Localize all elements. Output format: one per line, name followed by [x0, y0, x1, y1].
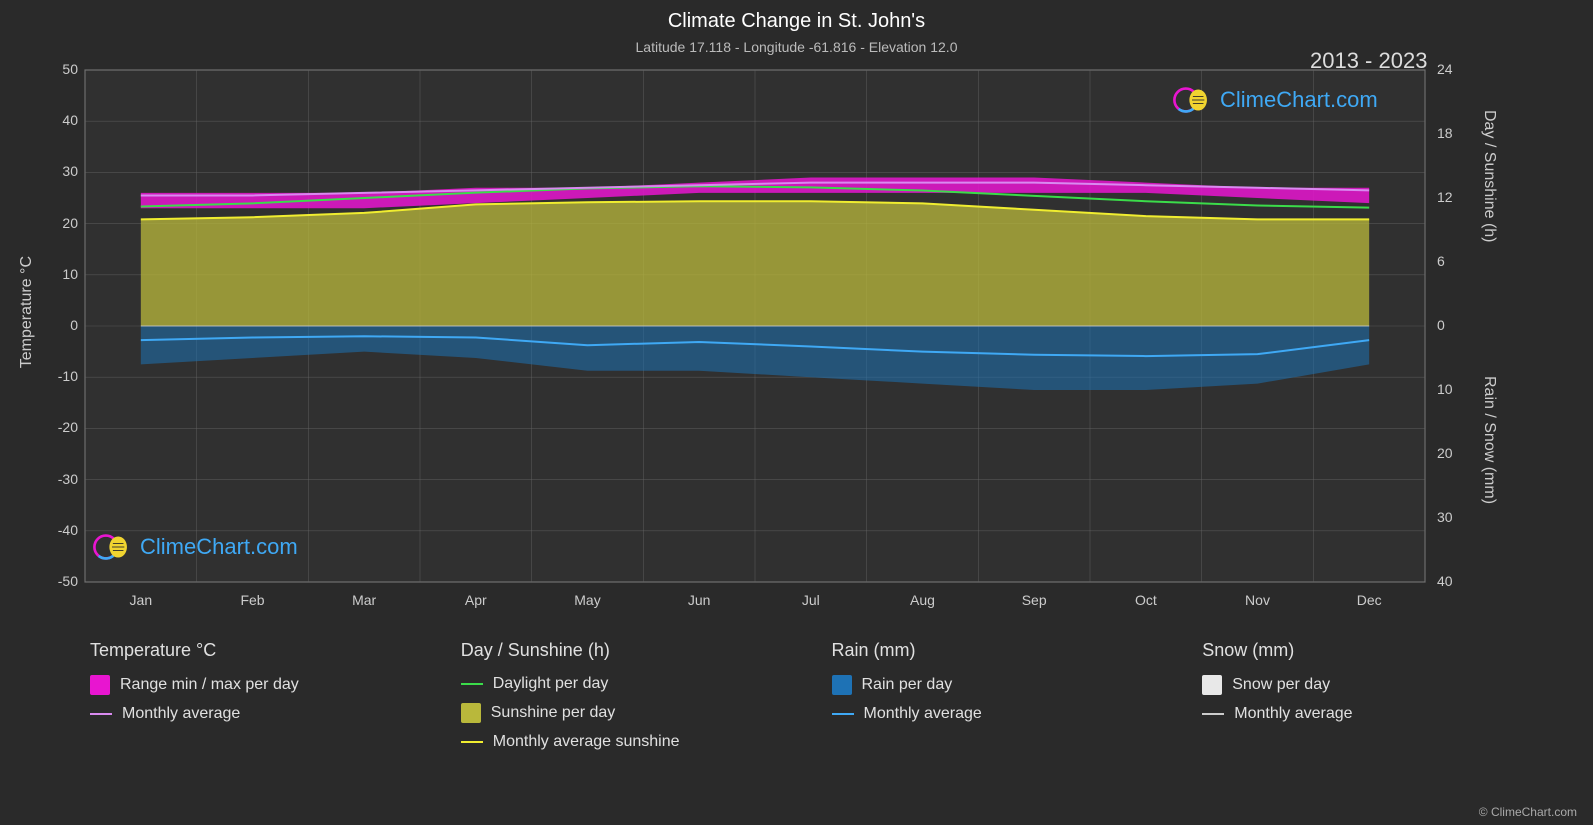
legend-label: Range min / max per day — [120, 676, 299, 694]
x-tick: Feb — [240, 592, 264, 608]
y2b-tick: 40 — [1437, 573, 1453, 589]
y1-tick: 10 — [40, 266, 78, 282]
y1-tick: 50 — [40, 61, 78, 77]
swatch-icon — [461, 741, 483, 743]
x-tick: Sep — [1022, 592, 1047, 608]
legend-item: Sunshine per day — [461, 703, 812, 723]
legend-item: Monthly average — [832, 705, 1183, 723]
legend-col-snow: Snow (mm) Snow per day Monthly average — [1202, 640, 1553, 751]
y1-axis-label: Temperature °C — [18, 256, 36, 368]
y2a-axis-label: Day / Sunshine (h) — [1480, 110, 1498, 243]
swatch-icon — [461, 683, 483, 685]
swatch-icon — [90, 713, 112, 715]
x-tick: May — [574, 592, 600, 608]
y1-tick: 40 — [40, 112, 78, 128]
y2a-tick: 12 — [1437, 189, 1453, 205]
x-tick: Jan — [130, 592, 153, 608]
swatch-icon — [1202, 713, 1224, 715]
legend-col-rain: Rain (mm) Rain per day Monthly average — [832, 640, 1183, 751]
x-tick: Nov — [1245, 592, 1270, 608]
y1-tick: 0 — [40, 317, 78, 333]
y2b-axis-label: Rain / Snow (mm) — [1480, 376, 1498, 504]
y1-tick: -10 — [40, 368, 78, 384]
legend-label: Monthly average — [864, 705, 982, 723]
swatch-icon — [832, 675, 852, 695]
swatch-icon — [1202, 675, 1222, 695]
watermark: ClimeChart.com — [1170, 78, 1378, 122]
legend-item: Range min / max per day — [90, 675, 441, 695]
legend-label: Monthly average — [122, 705, 240, 723]
watermark: ClimeChart.com — [90, 525, 298, 569]
x-tick: Jun — [688, 592, 711, 608]
watermark-brand: ClimeChart.com — [140, 534, 298, 560]
y2b-tick: 30 — [1437, 509, 1453, 525]
legend-label: Snow per day — [1232, 676, 1330, 694]
legend-item: Monthly average sunshine — [461, 733, 812, 751]
y1-tick: -30 — [40, 471, 78, 487]
legend-head: Snow (mm) — [1202, 640, 1553, 661]
y2a-tick: 0 — [1437, 317, 1445, 333]
legend-item: Monthly average — [90, 705, 441, 723]
y2b-tick: 10 — [1437, 381, 1453, 397]
x-tick: Dec — [1357, 592, 1382, 608]
legend-label: Daylight per day — [493, 675, 609, 693]
legend-label: Sunshine per day — [491, 704, 616, 722]
watermark-brand: ClimeChart.com — [1220, 87, 1378, 113]
legend-item: Rain per day — [832, 675, 1183, 695]
legend-label: Rain per day — [862, 676, 953, 694]
swatch-icon — [90, 675, 110, 695]
legend-label: Monthly average sunshine — [493, 733, 680, 751]
y1-tick: -50 — [40, 573, 78, 589]
legend-item: Daylight per day — [461, 675, 812, 693]
x-tick: Aug — [910, 592, 935, 608]
x-tick: Apr — [465, 592, 487, 608]
legend-item: Monthly average — [1202, 705, 1553, 723]
y1-tick: 30 — [40, 163, 78, 179]
legend-item: Snow per day — [1202, 675, 1553, 695]
legend-head: Temperature °C — [90, 640, 441, 661]
swatch-icon — [461, 703, 481, 723]
y1-tick: 20 — [40, 215, 78, 231]
y2b-tick: 20 — [1437, 445, 1453, 461]
swatch-icon — [832, 713, 854, 715]
y1-tick: -20 — [40, 419, 78, 435]
x-tick: Mar — [352, 592, 376, 608]
y2a-tick: 18 — [1437, 125, 1453, 141]
legend-col-day: Day / Sunshine (h) Daylight per day Suns… — [461, 640, 812, 751]
legend-head: Rain (mm) — [832, 640, 1183, 661]
y1-tick: -40 — [40, 522, 78, 538]
legend-label: Monthly average — [1234, 705, 1352, 723]
chart-container: Climate Change in St. John's Latitude 17… — [0, 0, 1593, 825]
x-tick: Jul — [802, 592, 820, 608]
y2a-tick: 24 — [1437, 61, 1453, 77]
legend: Temperature °C Range min / max per day M… — [90, 640, 1553, 751]
x-tick: Oct — [1135, 592, 1157, 608]
legend-col-temp: Temperature °C Range min / max per day M… — [90, 640, 441, 751]
y2a-tick: 6 — [1437, 253, 1445, 269]
copyright: © ClimeChart.com — [1479, 805, 1577, 819]
legend-head: Day / Sunshine (h) — [461, 640, 812, 661]
